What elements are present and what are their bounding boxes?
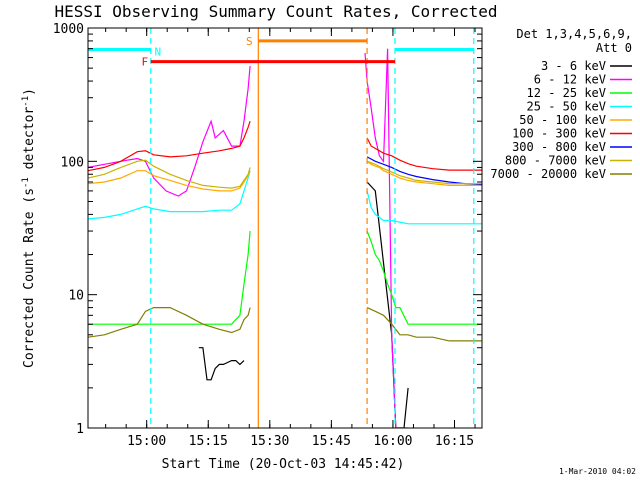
axes: 15:00 15:15 15:30 15:45 16:00 16:15 1 10 100 1000	[53, 22, 483, 449]
legend-label-5: 50 - 100 keV	[519, 113, 606, 127]
legend-label-3: 12 - 25 keV	[527, 86, 606, 100]
series-5	[88, 160, 482, 192]
series-9	[88, 307, 482, 342]
series-1	[198, 181, 409, 428]
series-line-9-1	[88, 307, 251, 338]
flag-label-N: N	[154, 45, 161, 58]
series-line-1-1	[198, 347, 245, 381]
legend-label-2: 6 - 12 keV	[534, 73, 606, 87]
y-axis-label: Corrected Count Rate (s-1 detector-1)	[21, 88, 37, 368]
series-8	[88, 159, 482, 189]
x-tick-label-3: 15:30	[250, 434, 289, 449]
series-line-4-2	[366, 190, 482, 225]
x-tick-label-4: 15:45	[312, 434, 351, 449]
y-tick-label-1: 1	[76, 422, 84, 437]
y-tick-label-2: 10	[68, 289, 84, 304]
series-line-9-2	[366, 307, 482, 342]
x-tick-label-1: 15:00	[127, 434, 166, 449]
series-group	[88, 48, 482, 428]
legend-label-6: 100 - 300 keV	[512, 127, 606, 141]
footer-stamp: 1-Mar-2010 04:02	[559, 467, 636, 476]
legend-header-line2: Att 0	[596, 41, 632, 55]
legend-header-line1: Det 1,3,4,5,6,9,	[516, 27, 632, 41]
y-tick-label-4: 1000	[53, 22, 84, 37]
y-tick-label-3: 100	[61, 155, 84, 170]
x-tick-label-6: 16:15	[435, 434, 474, 449]
series-4	[88, 170, 482, 225]
flag-label-F: F	[141, 56, 148, 69]
series-line-2-2	[364, 48, 409, 428]
series-line-3-1	[88, 231, 251, 325]
series-line-6-1	[88, 121, 251, 172]
legend-label-1: 3 - 6 keV	[541, 59, 606, 73]
legend-label-9: 7000 - 20000 keV	[490, 167, 606, 181]
x-axis-label: Start Time (20-Oct-03 14:45:42)	[162, 457, 405, 472]
series-line-7-1	[366, 156, 482, 186]
series-line-1-2	[366, 181, 409, 428]
legend-label-8: 800 - 7000 keV	[505, 154, 606, 168]
series-line-8-2	[366, 160, 482, 185]
series-line-5-2	[366, 160, 482, 186]
legend-label-4: 25 - 50 keV	[527, 100, 606, 114]
series-line-6-2	[366, 137, 482, 171]
x-tick-label-5: 16:00	[373, 434, 412, 449]
series-7	[366, 156, 482, 186]
series-line-8-1	[88, 159, 251, 189]
x-tick-label-2: 15:15	[189, 434, 228, 449]
flag-label-S: S	[246, 35, 253, 48]
series-6	[88, 121, 482, 172]
series-3	[88, 230, 482, 325]
series-line-5-1	[88, 170, 251, 192]
legend-label-7: 300 - 800 keV	[512, 140, 606, 154]
series-line-3-2	[366, 230, 482, 325]
plot-area: NF S	[88, 28, 482, 428]
series-line-4-1	[88, 170, 251, 220]
plot-frame	[87, 27, 483, 429]
chart-title: HESSI Observing Summary Count Rates, Cor…	[54, 2, 497, 21]
